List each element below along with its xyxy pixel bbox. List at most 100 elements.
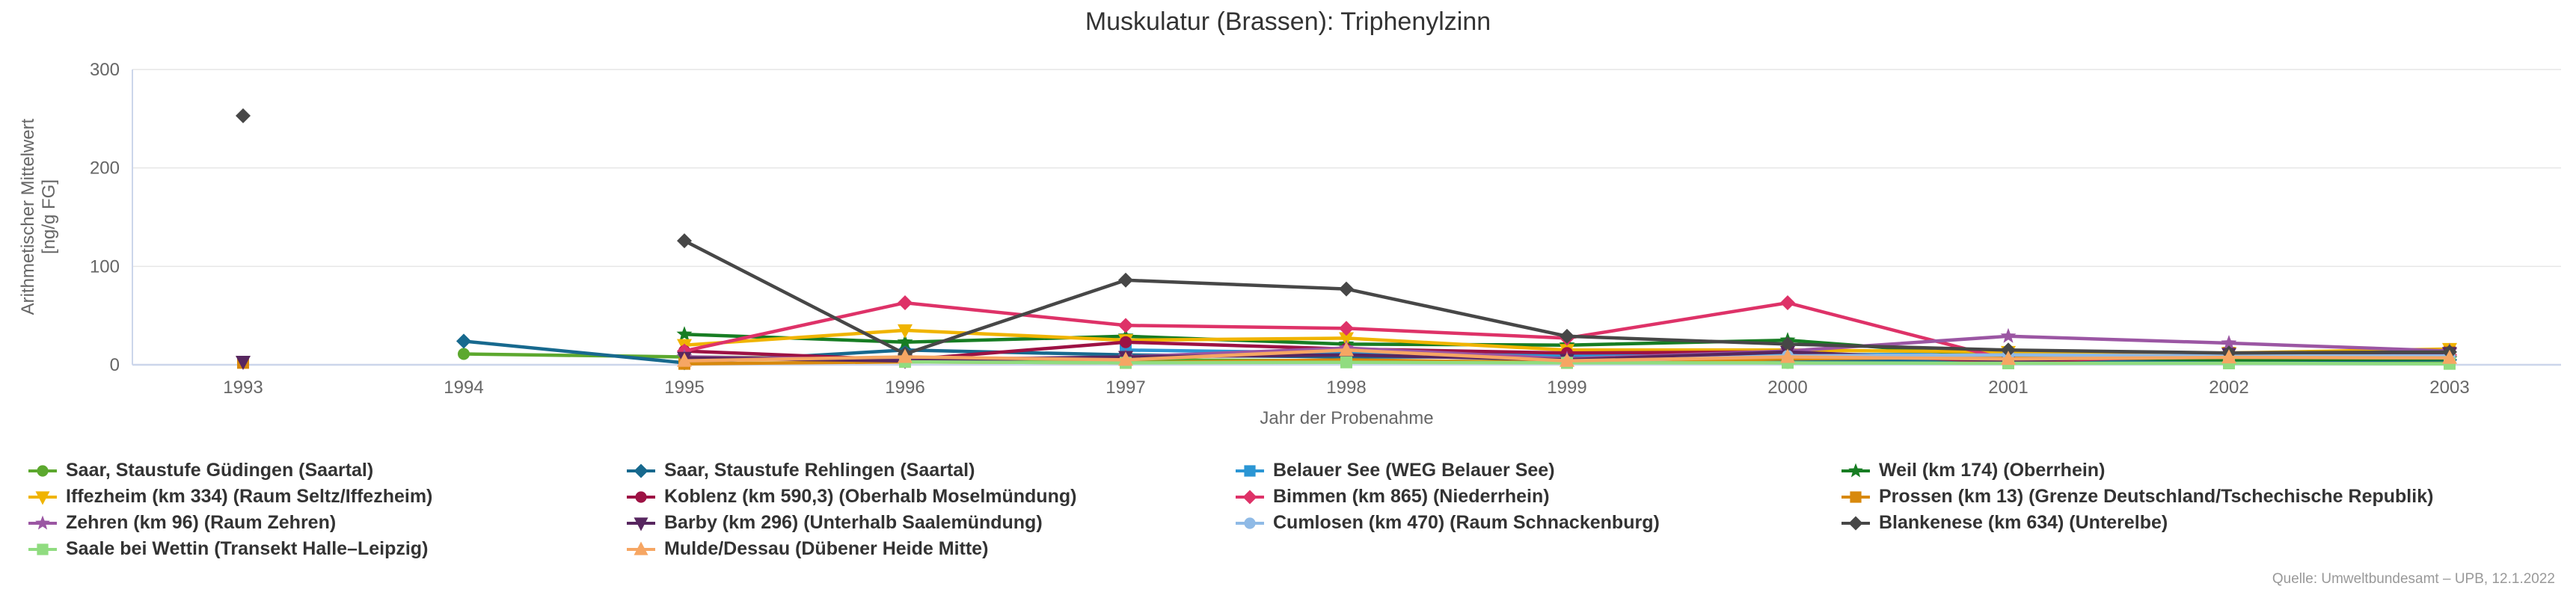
legend-label: Prossen (km 13) (Grenze Deutschland/Tsch… bbox=[1879, 486, 2434, 507]
x-tick-label-1996: 1996 bbox=[885, 377, 924, 398]
point-weil-1996 bbox=[897, 333, 913, 349]
x-tick-label-2001: 2001 bbox=[1988, 377, 2028, 398]
point-blankenese-1995 bbox=[677, 233, 692, 249]
legend-item-koblenz[interactable]: Koblenz (km 590,3) (Oberhalb Moselmündun… bbox=[627, 486, 1236, 508]
y-tick-label-300: 300 bbox=[90, 60, 120, 80]
legend-marker-zehren bbox=[35, 515, 50, 529]
legend-marker-saale-wettin bbox=[37, 543, 49, 555]
series-line-saale-wettin bbox=[903, 360, 2452, 366]
legend-item-bimmen[interactable]: Bimmen (km 865) (Niederrhein) bbox=[1236, 486, 1841, 508]
legend-label: Weil (km 174) (Oberrhein) bbox=[1879, 460, 2106, 481]
point-mulde-dessau-1999 bbox=[1560, 352, 1574, 367]
point-saar-guedingen-1994 bbox=[458, 348, 470, 360]
saar-rehlingen-marker-icon bbox=[627, 463, 655, 478]
legend-label: Iffezheim (km 334) (Raum Seltz/Iffezheim… bbox=[66, 486, 433, 507]
y-tick-label-200: 200 bbox=[90, 158, 120, 179]
blankenese-marker-icon bbox=[1841, 516, 1870, 530]
x-tick-label-1994: 1994 bbox=[444, 377, 483, 398]
prossen-marker-icon bbox=[1841, 490, 1870, 503]
legend-item-belauer-see[interactable]: Belauer See (WEG Belauer See) bbox=[1236, 460, 1841, 481]
source-note: Quelle: Umweltbundesamt – UPB, 12.1.2022 bbox=[2272, 571, 2555, 587]
saale-wettin-marker-icon bbox=[28, 543, 57, 555]
legend-label: Belauer See (WEG Belauer See) bbox=[1273, 460, 1555, 481]
point-bimmen-1997 bbox=[1118, 318, 1133, 333]
legend-label: Zehren (km 96) (Raum Zehren) bbox=[66, 512, 337, 533]
series-blankenese bbox=[236, 108, 2457, 362]
legend-label: Barby (km 296) (Unterhalb Saalemündung) bbox=[664, 512, 1043, 533]
x-tick-label-1993: 1993 bbox=[223, 377, 263, 398]
legend-label: Mulde/Dessau (Dübener Heide Mitte) bbox=[664, 538, 989, 559]
point-saar-rehlingen-1994 bbox=[456, 333, 471, 349]
point-blankenese-1998 bbox=[1339, 281, 1354, 297]
series-mulde-dessau bbox=[677, 342, 2457, 367]
legend-item-zehren[interactable]: Zehren (km 96) (Raum Zehren) bbox=[28, 512, 627, 534]
point-zehren-2001 bbox=[2000, 327, 2017, 343]
x-tick-label-2003: 2003 bbox=[2429, 377, 2469, 398]
legend-item-saar-guedingen[interactable]: Saar, Staustufe Güdingen (Saartal) bbox=[28, 460, 627, 481]
x-tick-label-2000: 2000 bbox=[1767, 377, 1807, 398]
cumlosen-marker-icon bbox=[1236, 517, 1264, 529]
point-iffezheim-1996 bbox=[898, 324, 913, 339]
legend-marker-weil bbox=[1848, 463, 1863, 477]
point-bimmen-2000 bbox=[1780, 295, 1795, 311]
point-blankenese-2001 bbox=[2001, 342, 2016, 358]
legend-item-saale-wettin[interactable]: Saale bei Wettin (Transekt Halle–Leipzig… bbox=[28, 538, 627, 560]
legend-label: Bimmen (km 865) (Niederrhein) bbox=[1273, 486, 1550, 507]
point-mulde-dessau-2002 bbox=[2221, 349, 2236, 364]
legend-item-cumlosen[interactable]: Cumlosen (km 470) (Raum Schnackenburg) bbox=[1236, 512, 1841, 534]
legend-item-iffezheim[interactable]: Iffezheim (km 334) (Raum Seltz/Iffezheim… bbox=[28, 486, 627, 508]
point-mulde-dessau-2001 bbox=[2001, 351, 2016, 366]
bimmen-marker-icon bbox=[1236, 490, 1264, 504]
y-tick-label-100: 100 bbox=[90, 256, 120, 277]
mulde-dessau-marker-icon bbox=[627, 541, 655, 555]
x-tick-label-1998: 1998 bbox=[1326, 377, 1366, 398]
legend-item-blankenese[interactable]: Blankenese (km 634) (Unterelbe) bbox=[1841, 512, 2433, 534]
point-weil-1995 bbox=[676, 326, 693, 342]
legend-label: Blankenese (km 634) (Unterelbe) bbox=[1879, 512, 2168, 533]
legend-item-weil[interactable]: Weil (km 174) (Oberrhein) bbox=[1841, 460, 2433, 481]
x-tick-label-2002: 2002 bbox=[2209, 377, 2248, 398]
point-blankenese-1999 bbox=[1560, 328, 1574, 344]
weil-marker-icon bbox=[1841, 463, 1870, 477]
legend-marker-mulde-dessau bbox=[634, 541, 648, 555]
zehren-marker-icon bbox=[28, 515, 57, 529]
saar-guedingen-marker-icon bbox=[28, 464, 57, 477]
legend: Saar, Staustufe Güdingen (Saartal) Saar, … bbox=[28, 457, 2433, 562]
point-mulde-dessau-2003 bbox=[2442, 349, 2457, 364]
point-saale-wettin-1998 bbox=[1340, 356, 1352, 369]
legend-marker-saar-guedingen bbox=[37, 464, 49, 477]
legend-marker-belauer-see bbox=[1244, 464, 1256, 477]
point-barby-1993 bbox=[236, 356, 251, 371]
point-iffezheim-1998 bbox=[1339, 332, 1354, 347]
belauer-see-marker-icon bbox=[1236, 464, 1264, 477]
legend-marker-koblenz bbox=[635, 490, 647, 503]
legend-marker-iffezheim bbox=[35, 490, 50, 505]
point-mulde-dessau-1998 bbox=[1339, 342, 1354, 357]
point-mulde-dessau-2000 bbox=[1780, 348, 1795, 363]
legend-label: Koblenz (km 590,3) (Oberhalb Moselmündun… bbox=[664, 486, 1077, 507]
legend-marker-blankenese bbox=[1848, 516, 1863, 530]
x-tick-label-1999: 1999 bbox=[1547, 377, 1586, 398]
legend-marker-barby bbox=[634, 517, 648, 531]
y-tick-label-0: 0 bbox=[110, 355, 120, 375]
x-axis-title: Jahr der Probenahme bbox=[1260, 408, 1434, 428]
legend-label: Cumlosen (km 470) (Raum Schnackenburg) bbox=[1273, 512, 1660, 533]
barby-marker-icon bbox=[627, 517, 655, 531]
x-tick-label-1997: 1997 bbox=[1105, 377, 1145, 398]
legend-item-barby[interactable]: Barby (km 296) (Unterhalb Saalemündung) bbox=[627, 512, 1236, 534]
legend-item-mulde-dessau[interactable]: Mulde/Dessau (Dübener Heide Mitte) bbox=[627, 538, 1236, 560]
point-koblenz-1997 bbox=[1120, 336, 1132, 348]
legend-marker-saar-rehlingen bbox=[634, 463, 648, 478]
legend-item-saar-rehlingen[interactable]: Saar, Staustufe Rehlingen (Saartal) bbox=[627, 460, 1236, 481]
chart-title: Muskulatur (Brassen): Triphenylzinn bbox=[1085, 7, 1491, 36]
point-mulde-dessau-1997 bbox=[1118, 351, 1133, 366]
legend-marker-bimmen bbox=[1242, 490, 1257, 504]
point-blankenese-1993 bbox=[236, 108, 251, 123]
plot-area: 0 100 200 300 1993 1994 1995 1996 1997 1998 1999 20… bbox=[90, 60, 2561, 398]
x-tick-label-1995: 1995 bbox=[664, 377, 704, 398]
legend-label: Saar, Staustufe Rehlingen (Saartal) bbox=[664, 460, 975, 481]
koblenz-marker-icon bbox=[627, 490, 655, 503]
legend-item-prossen[interactable]: Prossen (km 13) (Grenze Deutschland/Tsch… bbox=[1841, 486, 2433, 508]
point-mulde-dessau-1995 bbox=[677, 352, 692, 367]
